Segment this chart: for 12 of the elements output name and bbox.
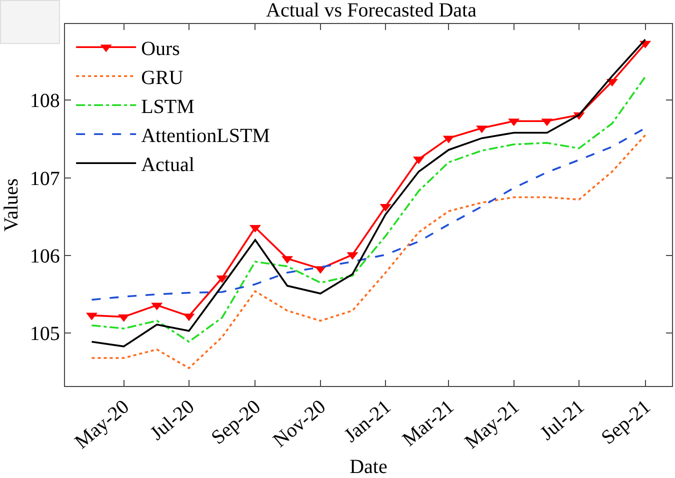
legend-label: GRU [141,66,184,89]
legend-label: AttentionLSTM [141,124,270,147]
y-tick-label: 108 [30,90,60,112]
legend-label: Ours [141,38,180,60]
chart-title: Actual vs Forecasted Data [266,0,477,22]
y-tick-label: 107 [30,168,60,190]
x-axis-title: Date [350,456,388,478]
y-axis-title: Values [0,178,22,232]
legend-label: LSTM [141,96,195,118]
y-tick-label: 106 [30,245,60,268]
legend-label: Actual [141,154,195,176]
y-tick-label: 105 [30,323,60,346]
